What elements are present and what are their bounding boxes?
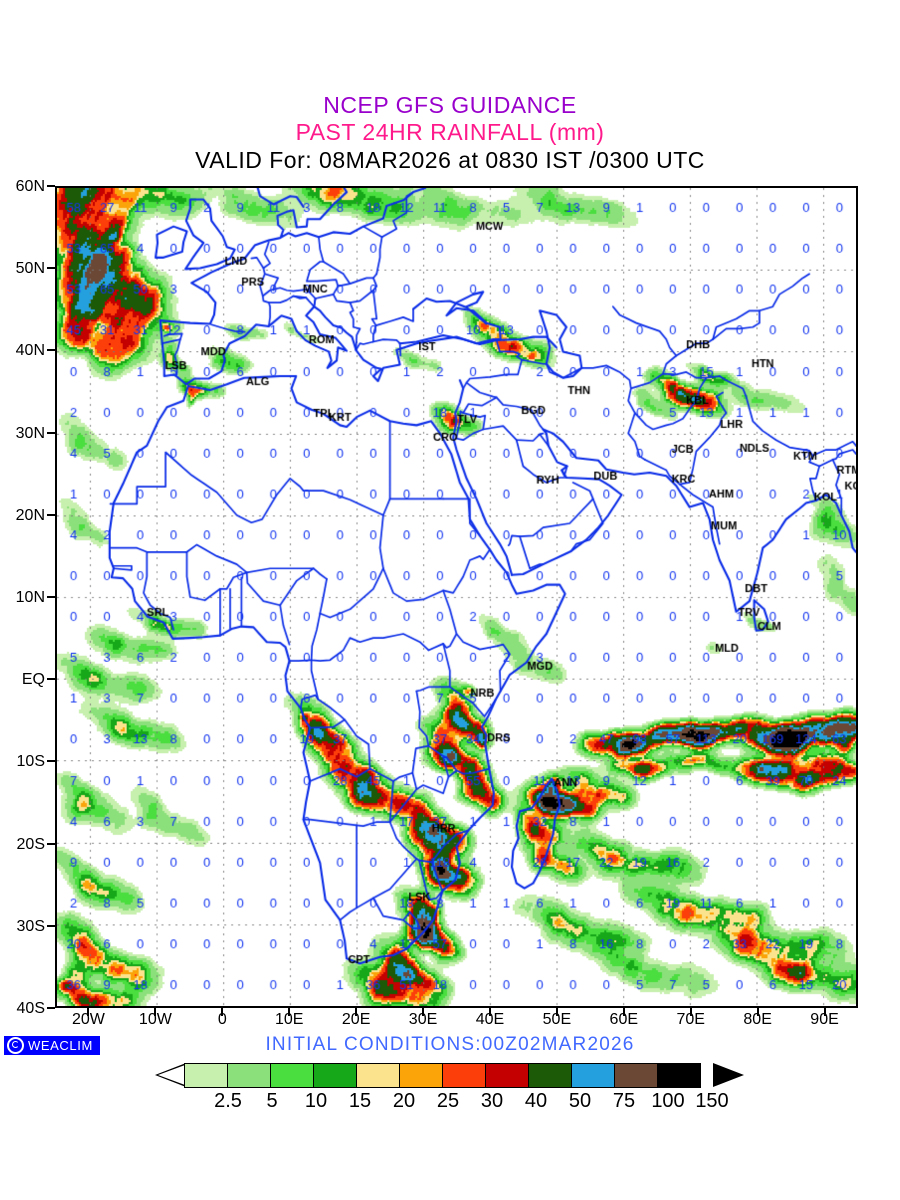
chart-title-secondary: PAST 24HR RAINFALL (mm) — [295, 119, 605, 145]
x-axis-label: 10W — [138, 1011, 172, 1028]
x-axis-label: 40E — [475, 1011, 505, 1028]
y-axis-label: 30S — [16, 917, 45, 935]
y-axis-label: 60N — [15, 178, 45, 195]
y-axis-label: 10N — [15, 589, 45, 606]
y-axis-tick — [47, 267, 55, 270]
rainfall-map-plot[interactable] — [55, 186, 858, 1008]
y-axis-tick — [47, 760, 55, 763]
y-axis-tick — [47, 842, 55, 845]
colorbar-segment — [442, 1063, 486, 1088]
x-axis-label: 60E — [609, 1011, 639, 1028]
colorbar-tick-label: 10 — [304, 1090, 328, 1112]
y-axis-label: 20S — [16, 835, 45, 853]
x-axis-tick — [488, 1008, 491, 1016]
x-axis-tick — [756, 1008, 759, 1016]
x-axis-label: 30E — [408, 1011, 438, 1028]
colorbar-tick-label: 40 — [524, 1090, 548, 1112]
colorbar-segment — [485, 1063, 529, 1088]
colorbar-segment — [356, 1063, 400, 1088]
x-axis-label: 90E — [810, 1011, 839, 1028]
colorbar-right-cap — [713, 1063, 744, 1087]
colorbar-tick-label: 25 — [436, 1090, 460, 1112]
colorbar-tick-label: 75 — [612, 1090, 636, 1112]
x-axis-tick — [288, 1008, 291, 1016]
x-axis-label: 20E — [341, 1011, 371, 1028]
colorbar: 2.5 5 10 15 20 25 30 40 50 75 100 150 — [0, 1063, 900, 1133]
chart-title-primary: NCEP GFS GUIDANCE — [323, 92, 577, 118]
colorbar-segment — [399, 1063, 443, 1088]
y-axis-label: 10S — [16, 753, 45, 771]
colorbar-tick-label: 50 — [568, 1090, 592, 1112]
colorbar-segment — [227, 1063, 271, 1088]
x-axis-label: 20W — [72, 1011, 105, 1028]
y-axis-tick — [47, 513, 55, 516]
x-axis-label: 50E — [542, 1011, 572, 1028]
colorbar-tick-label: 150 — [695, 1090, 729, 1112]
x-axis-tick — [622, 1008, 625, 1016]
colorbar-segment — [313, 1063, 357, 1088]
colorbar-segment — [571, 1063, 615, 1088]
x-axis-label: 10E — [274, 1011, 304, 1028]
y-axis-label: 40N — [15, 342, 45, 360]
x-axis-label: 80E — [743, 1011, 772, 1028]
y-axis-tick — [47, 1007, 55, 1009]
colorbar-tick-label: 15 — [348, 1090, 372, 1112]
weaclim-badge[interactable]: WEACLIM — [4, 1036, 100, 1055]
y-axis-tick — [47, 596, 55, 598]
colorbar-segment — [657, 1063, 701, 1088]
colorbar-tick-label: 100 — [651, 1090, 685, 1112]
x-axis-tick — [823, 1008, 826, 1016]
x-axis-label: 0 — [217, 1011, 227, 1028]
y-axis-tick — [47, 924, 55, 927]
x-axis-tick — [422, 1008, 425, 1016]
weaclim-label: WEACLIM — [28, 1038, 93, 1053]
colorbar-segment — [270, 1063, 314, 1088]
title-block: NCEP GFS GUIDANCE PAST 24HR RAINFALL (mm… — [0, 92, 900, 175]
colorbar-segments — [184, 1063, 701, 1088]
colorbar-tick-label: 5 — [266, 1090, 278, 1112]
y-axis-label: 50N — [15, 260, 45, 278]
colorbar-tick-label: 30 — [480, 1090, 504, 1112]
x-axis-tick — [154, 1008, 157, 1016]
y-axis-label: 30N — [15, 424, 45, 442]
y-axis-tick — [47, 185, 55, 187]
x-axis-label: 70E — [676, 1011, 705, 1028]
x-axis-tick — [689, 1008, 692, 1016]
x-axis-tick — [87, 1008, 90, 1016]
colorbar-segment — [184, 1063, 228, 1088]
colorbar-tick-label: 2.5 — [214, 1090, 242, 1112]
x-axis-tick — [221, 1008, 224, 1016]
initial-conditions-text: INITIAL CONDITIONS:00Z02MAR2026 — [265, 1034, 635, 1055]
y-axis-tick — [47, 431, 55, 434]
y-axis-tick — [47, 678, 55, 681]
rainfall-contour-canvas — [57, 188, 856, 1006]
copyright-circle-icon — [7, 1037, 24, 1054]
y-axis-label: EQ — [21, 671, 45, 689]
y-axis-label: 20N — [15, 506, 45, 524]
x-axis-tick — [355, 1008, 358, 1016]
chart-valid-time: VALID For: 08MAR2026 at 0830 IST /0300 U… — [195, 147, 705, 173]
colorbar-tick-label: 20 — [392, 1090, 416, 1112]
y-axis-tick — [47, 349, 55, 352]
colorbar-tick-labels: 2.5 5 10 15 20 25 30 40 50 75 100 150 — [0, 1090, 900, 1116]
colorbar-segment — [528, 1063, 572, 1088]
x-axis-tick — [555, 1008, 558, 1016]
colorbar-segment — [614, 1063, 658, 1088]
colorbar-left-cap-fill — [158, 1065, 185, 1085]
y-axis-label: 40S — [16, 1000, 45, 1017]
